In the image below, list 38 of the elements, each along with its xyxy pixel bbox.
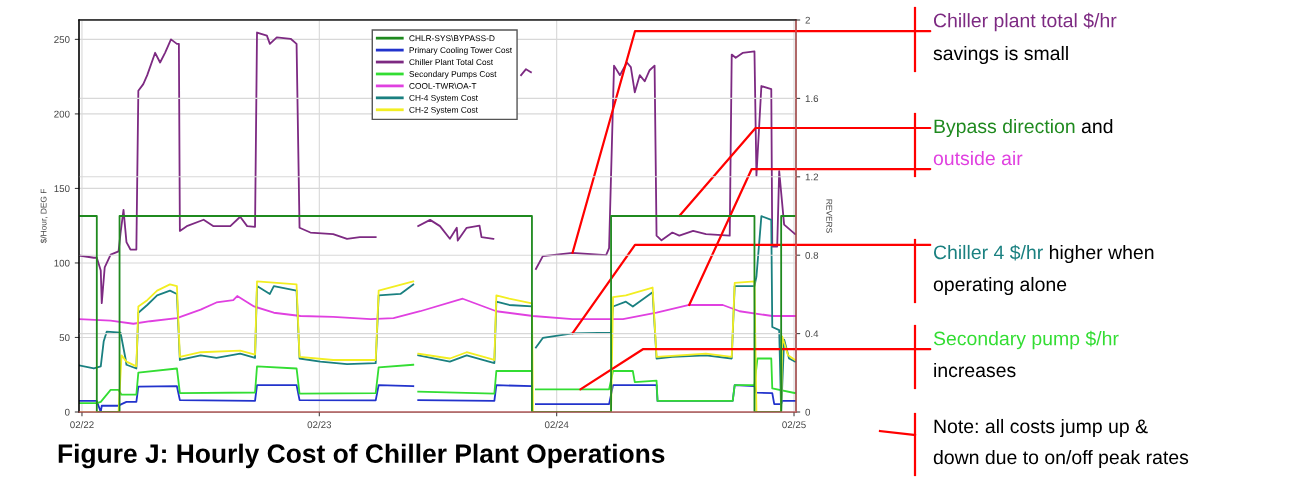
legend-label: COOL-TWR\OA-T: [409, 82, 477, 89]
y-tick-label: 0: [64, 408, 70, 416]
annotation: Chiller plant total $/hr: [933, 12, 1117, 32]
legend-label: Chiller Plant Total Cost: [409, 58, 494, 66]
x-tick-label: 02/24: [544, 421, 569, 429]
annotation: Secondary pump $/hr: [933, 330, 1119, 350]
y2-tick-label: 1.6: [805, 95, 819, 103]
y2-tick-label: 1.2: [805, 173, 819, 181]
text: operating alone: [933, 276, 1067, 296]
x-tick-label: 02/22: [70, 421, 94, 429]
y-tick-label: 250: [54, 36, 70, 43]
y-tick-label: 100: [54, 259, 70, 267]
text: Note: all costs jump up &: [934, 418, 1148, 438]
text: increases: [934, 362, 1016, 378]
y-tick-label: 50: [59, 334, 70, 342]
y2-tick-label: 0.4: [805, 330, 819, 338]
annotation: Bypass direction: [934, 118, 1075, 138]
text: and: [1081, 118, 1113, 134]
annotation: Chiller 4 $/hr: [933, 244, 1043, 261]
y2-tick-label: 0.8: [805, 251, 819, 259]
legend-label: CHLR-SYS\BYPASS-D: [409, 35, 495, 42]
text: down due to on/off peak rates: [933, 449, 1189, 469]
y-tick-label: 200: [54, 110, 70, 118]
legend-label: CH-2 System Cost: [409, 106, 478, 115]
legend-label: Secondary Pumps Cost: [409, 70, 497, 79]
y2-tick-label: 2: [805, 16, 810, 24]
text: higher when: [1049, 244, 1154, 264]
x-tick-label: 02/23: [307, 421, 332, 429]
annotation: outside air: [933, 150, 1023, 166]
y2-axis-title: REVERS: [826, 199, 833, 233]
legend-label: CH-4 System Cost: [409, 94, 478, 103]
text: Figure J: Hourly Cost of Chiller Plant Operations: [58, 443, 665, 469]
x-tick-label: 02/25: [782, 421, 806, 429]
legend-label: Primary Cooling Tower Cost: [409, 46, 513, 55]
y-axis-title: $/Hour, DEG F: [40, 189, 48, 244]
y-tick-label: 150: [54, 185, 70, 193]
text: savings is small: [933, 45, 1068, 65]
y2-tick-label: 0: [805, 408, 811, 416]
